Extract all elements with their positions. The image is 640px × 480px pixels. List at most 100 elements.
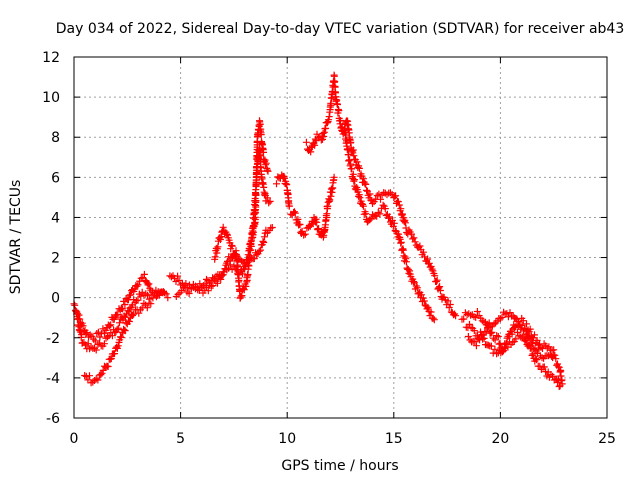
data-point bbox=[147, 300, 155, 308]
y-tick-label: 4 bbox=[51, 210, 60, 226]
x-tick-label: 0 bbox=[70, 431, 79, 447]
data-point bbox=[253, 163, 261, 171]
data-point bbox=[516, 321, 524, 329]
y-tick-label: 2 bbox=[51, 251, 60, 267]
data-point bbox=[135, 309, 143, 317]
x-tick-label: 20 bbox=[491, 431, 509, 447]
data-point bbox=[408, 230, 415, 238]
data-point bbox=[145, 280, 153, 288]
data-point bbox=[106, 322, 113, 330]
data-point bbox=[508, 330, 516, 338]
data-point bbox=[470, 327, 478, 335]
y-tick-label: 8 bbox=[51, 130, 60, 146]
data-point bbox=[327, 101, 335, 109]
data-points bbox=[70, 71, 566, 390]
data-point bbox=[217, 233, 225, 241]
data-point bbox=[119, 305, 127, 313]
data-point bbox=[537, 343, 545, 351]
data-point bbox=[259, 237, 267, 245]
data-point bbox=[410, 278, 418, 286]
data-point bbox=[104, 333, 112, 341]
data-point bbox=[444, 297, 452, 305]
data-point bbox=[348, 165, 356, 173]
data-point bbox=[411, 238, 419, 246]
data-point bbox=[86, 331, 94, 339]
data-point bbox=[427, 308, 435, 316]
data-point bbox=[498, 313, 506, 321]
data-point bbox=[493, 332, 501, 340]
data-point bbox=[367, 196, 375, 204]
data-point bbox=[540, 363, 548, 371]
data-point bbox=[268, 224, 276, 231]
data-point bbox=[527, 344, 535, 352]
data-point bbox=[240, 286, 248, 294]
data-point bbox=[326, 196, 334, 204]
data-point bbox=[291, 209, 299, 217]
data-point bbox=[430, 316, 438, 324]
data-point bbox=[547, 371, 555, 378]
data-point bbox=[509, 338, 517, 346]
data-point bbox=[261, 233, 268, 241]
data-point bbox=[260, 148, 267, 156]
data-point bbox=[389, 222, 397, 230]
data-point bbox=[127, 291, 134, 299]
data-point bbox=[89, 378, 97, 386]
data-point bbox=[107, 355, 115, 363]
data-point bbox=[366, 190, 374, 198]
data-point bbox=[532, 355, 540, 363]
data-point bbox=[211, 253, 219, 261]
data-point bbox=[518, 333, 526, 341]
data-point bbox=[553, 375, 561, 383]
data-point bbox=[217, 275, 225, 283]
data-point bbox=[529, 350, 537, 358]
data-point bbox=[114, 311, 122, 319]
data-point bbox=[309, 140, 317, 148]
data-point bbox=[121, 301, 129, 309]
data-point bbox=[555, 363, 563, 371]
data-point bbox=[402, 258, 410, 266]
data-point bbox=[311, 135, 319, 143]
data-point bbox=[424, 303, 432, 311]
y-tick-label: -2 bbox=[46, 331, 60, 347]
y-tick-label: 12 bbox=[42, 50, 60, 66]
data-point bbox=[337, 117, 344, 124]
data-point bbox=[327, 192, 335, 200]
data-point bbox=[519, 317, 527, 325]
data-point bbox=[470, 313, 478, 321]
data-point bbox=[273, 180, 280, 188]
x-tick-label: 25 bbox=[598, 431, 616, 447]
data-point bbox=[484, 322, 492, 330]
data-point bbox=[296, 221, 304, 228]
data-point bbox=[402, 255, 410, 263]
data-point bbox=[137, 292, 145, 300]
data-point bbox=[137, 274, 145, 282]
data-point bbox=[231, 251, 239, 259]
data-point bbox=[472, 342, 480, 350]
data-point bbox=[207, 282, 215, 290]
data-point bbox=[91, 344, 98, 352]
data-point bbox=[244, 258, 252, 266]
data-point bbox=[416, 242, 424, 250]
data-point bbox=[514, 328, 521, 336]
data-point bbox=[479, 335, 487, 343]
data-point bbox=[350, 176, 358, 184]
data-point bbox=[487, 329, 495, 337]
data-point bbox=[114, 342, 122, 350]
data-point bbox=[554, 376, 562, 384]
data-point bbox=[334, 101, 341, 108]
data-point bbox=[221, 265, 229, 273]
data-point bbox=[204, 287, 212, 295]
data-point bbox=[228, 242, 236, 250]
data-point bbox=[550, 346, 558, 354]
data-point bbox=[381, 205, 389, 213]
data-point bbox=[377, 195, 384, 203]
x-axis-label: GPS time / hours bbox=[281, 458, 398, 474]
data-point bbox=[429, 314, 437, 322]
data-point bbox=[484, 341, 492, 349]
data-point bbox=[366, 216, 374, 224]
data-point bbox=[502, 341, 510, 348]
data-point bbox=[311, 141, 319, 149]
data-point bbox=[531, 331, 538, 339]
data-point bbox=[436, 283, 444, 291]
data-point bbox=[330, 173, 338, 181]
